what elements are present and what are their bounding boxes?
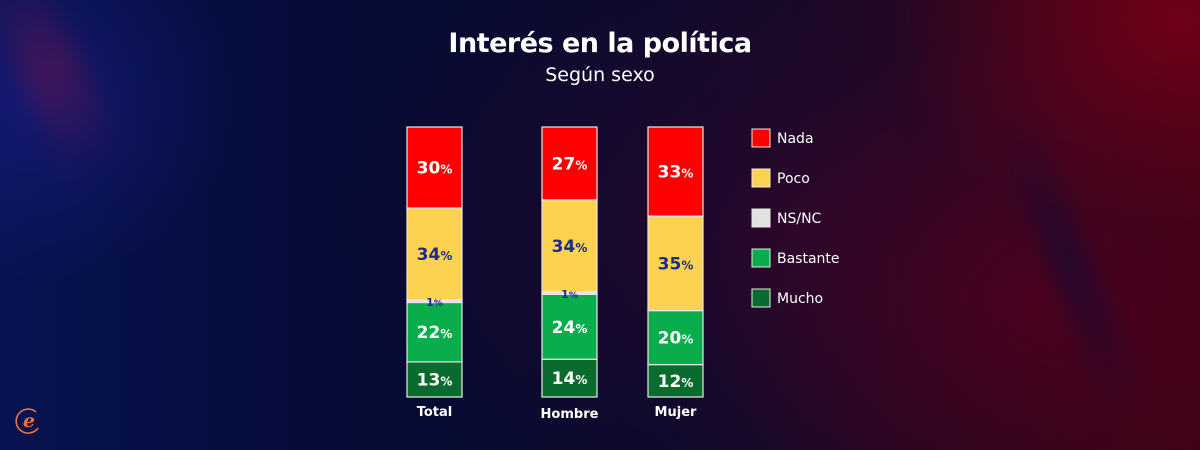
legend-label-mucho: Mucho xyxy=(777,291,823,307)
bar-segment-poco-total xyxy=(406,207,463,301)
data-label: 13% xyxy=(417,370,453,390)
svg-text:e: e xyxy=(23,410,35,432)
category-label-hombre: Hombre xyxy=(541,407,599,422)
legend-swatch-poco xyxy=(751,168,771,188)
bar-segment-nada-mujer xyxy=(647,126,704,217)
legend-swatch-nada xyxy=(751,128,771,148)
data-label: 22% xyxy=(417,323,453,343)
bar-segment-poco-mujer xyxy=(647,215,704,312)
bar-segment-poco-hombre xyxy=(541,199,598,293)
data-label: 35% xyxy=(658,254,694,274)
legend-swatch-bastante xyxy=(751,248,771,268)
data-label: 33% xyxy=(658,163,694,183)
bar-segment-nada-hombre xyxy=(541,126,598,201)
legend-label-nada: Nada xyxy=(777,131,814,147)
data-label: 14% xyxy=(552,369,588,389)
data-label: 12% xyxy=(658,372,694,392)
bar-segment-bastante-total xyxy=(406,301,463,363)
bar-segment-bastante-mujer xyxy=(647,310,704,366)
data-label: 30% xyxy=(417,159,453,179)
category-label-total: Total xyxy=(417,405,453,420)
e-logo-icon: e xyxy=(15,408,39,434)
data-label: 24% xyxy=(552,318,588,338)
legend-label-nsnc: NS/NC xyxy=(777,211,822,227)
category-label-mujer: Mujer xyxy=(655,405,697,420)
bar-segment-nada-total xyxy=(406,126,463,209)
bar-segment-mucho-total xyxy=(406,361,463,398)
data-label: 34% xyxy=(417,245,453,265)
legend-label-bastante: Bastante xyxy=(777,251,840,267)
chart-subtitle: Según sexo xyxy=(545,64,655,86)
data-label: 20% xyxy=(658,329,694,349)
legend-label-poco: Poco xyxy=(777,171,810,187)
chart-title: Interés en la política xyxy=(448,28,752,59)
data-label: 1% xyxy=(426,296,443,309)
legend-swatch-nsnc xyxy=(751,208,771,228)
data-label: 34% xyxy=(552,237,588,257)
data-label: 1% xyxy=(561,288,578,301)
data-label: 27% xyxy=(552,154,588,174)
legend-swatch-mucho xyxy=(751,288,771,308)
bar-segment-mucho-hombre xyxy=(541,358,598,398)
